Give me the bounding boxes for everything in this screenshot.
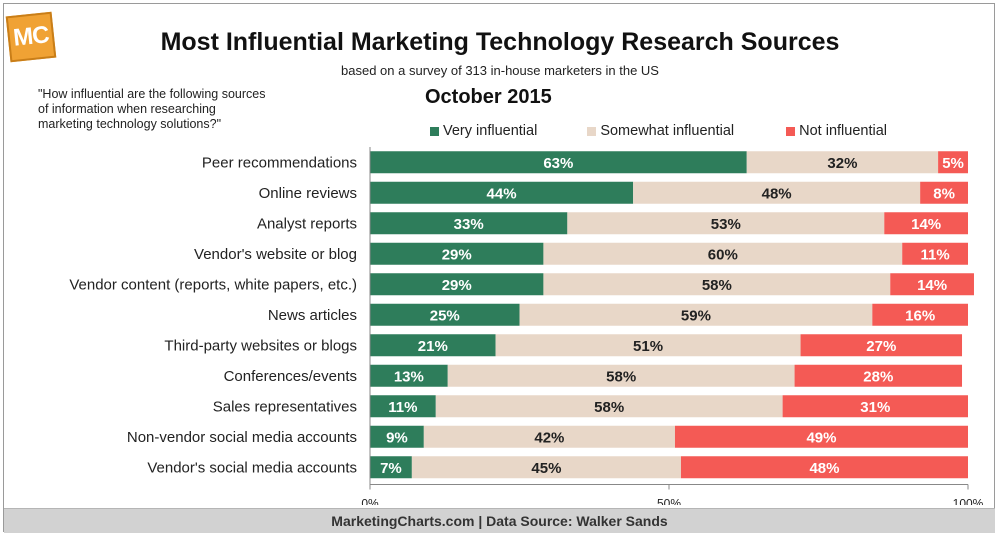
data-label-2-10: 48%	[809, 460, 839, 477]
survey-question: "How influential are the following sourc…	[38, 87, 266, 131]
bar-segment-1-4	[543, 273, 891, 296]
data-label-2-1: 8%	[933, 185, 955, 202]
bar-segment-1-9	[423, 425, 675, 448]
bar-segment-0-9	[370, 425, 424, 448]
x-tick-label-2: 100%	[953, 497, 984, 506]
bar-segment-2-5	[872, 303, 968, 326]
bar-segment-2-3	[902, 242, 968, 265]
data-label-2-2: 14%	[911, 216, 941, 233]
category-label-9: Non-vendor social media accounts	[127, 429, 357, 446]
legend-item-1: Somewhat influential	[587, 123, 734, 139]
legend-swatch-0	[430, 126, 439, 136]
legend-item-2: Not influential	[786, 123, 887, 139]
category-label-5: News articles	[268, 307, 357, 324]
bar-segment-1-5	[519, 303, 873, 326]
data-label-0-3: 29%	[442, 246, 472, 263]
chart-legend: Very influential Somewhat influential Not …	[430, 121, 887, 141]
data-label-1-8: 58%	[594, 399, 624, 416]
category-label-7: Conferences/events	[224, 368, 357, 385]
legend-item-0: Very influential	[430, 123, 537, 139]
data-label-1-6: 51%	[633, 338, 663, 355]
bar-segment-2-2	[884, 212, 968, 235]
data-label-2-0: 5%	[942, 155, 964, 172]
category-label-1: Online reviews	[259, 185, 357, 202]
bar-segment-0-1	[370, 181, 634, 204]
category-label-3: Vendor's website or blog	[194, 246, 357, 263]
bar-segment-2-7	[794, 364, 963, 387]
data-label-1-0: 32%	[827, 155, 857, 172]
stacked-bar-chart: Peer recommendations 63% 32% 5% Online revie…	[69, 147, 984, 506]
category-label-4: Vendor content (reports, white papers, e…	[69, 276, 357, 293]
legend-swatch-2	[786, 126, 796, 136]
bar-segment-2-9	[674, 425, 968, 448]
bar-segment-0-4	[370, 273, 544, 296]
bar-segment-2-6	[800, 334, 963, 357]
legend-label-0: Very influential	[443, 123, 538, 139]
data-label-0-5: 25%	[430, 307, 460, 324]
bar-segment-1-10	[411, 456, 681, 479]
data-label-0-7: 13%	[394, 368, 424, 385]
data-label-2-7: 28%	[863, 368, 893, 385]
legend-swatch-1	[587, 126, 597, 136]
data-label-2-8: 31%	[860, 399, 890, 416]
data-label-2-9: 49%	[806, 429, 836, 446]
bar-segment-0-0	[370, 151, 747, 174]
bar-segment-2-8	[782, 395, 968, 418]
bar-segment-0-6	[370, 334, 496, 357]
chart-subtitle: based on a survey of 313 in-house market…	[341, 63, 659, 78]
data-label-1-3: 60%	[708, 246, 738, 263]
data-label-0-2: 33%	[454, 216, 484, 233]
chart-title: Most Influential Marketing Technology Re…	[160, 28, 840, 56]
data-label-1-1: 48%	[762, 185, 792, 202]
bar-segment-0-3	[370, 242, 544, 265]
bar-segment-0-5	[370, 303, 520, 326]
data-label-0-1: 44%	[487, 185, 517, 202]
bar-segment-0-7	[370, 364, 448, 387]
legend-label-1: Somewhat influential	[600, 123, 735, 139]
data-label-1-4: 58%	[702, 277, 732, 294]
data-label-0-0: 63%	[543, 155, 573, 172]
data-label-1-7: 58%	[606, 368, 636, 385]
bar-segment-1-8	[435, 395, 783, 418]
data-label-2-4: 14%	[917, 277, 947, 294]
category-label-6: Third-party websites or blogs	[164, 337, 357, 354]
data-label-0-8: 11%	[388, 399, 417, 416]
data-label-1-10: 45%	[531, 460, 561, 477]
bar-segment-0-10	[370, 456, 412, 479]
data-label-1-2: 53%	[711, 216, 741, 233]
data-label-1-9: 42%	[534, 429, 564, 446]
category-label-10: Vendor's social media accounts	[147, 459, 357, 476]
data-label-0-6: 21%	[418, 338, 448, 355]
bar-segment-1-2	[567, 212, 885, 235]
category-label-8: Sales representatives	[213, 398, 357, 415]
data-label-1-5: 59%	[681, 307, 711, 324]
legend-label-2: Not influential	[799, 123, 887, 139]
bar-segment-2-4	[890, 273, 974, 296]
survey-period: October 2015	[425, 86, 552, 108]
bar-segment-1-1	[633, 181, 921, 204]
bar-segment-2-10	[680, 456, 968, 479]
category-label-2: Analyst reports	[257, 215, 357, 232]
data-label-0-10: 7%	[380, 460, 402, 477]
bar-segment-1-3	[543, 242, 903, 265]
bar-segment-2-0	[938, 151, 968, 174]
category-label-0: Peer recommendations	[202, 154, 357, 171]
data-label-0-4: 29%	[442, 277, 472, 294]
data-label-2-6: 27%	[866, 338, 896, 355]
data-label-2-3: 11%	[921, 246, 950, 263]
bar-segment-1-7	[447, 364, 795, 387]
x-tick-label-0: 0%	[361, 497, 379, 506]
source-footer: MarketingCharts.com | Data Source: Walke…	[4, 508, 995, 533]
x-tick-label-1: 50%	[657, 497, 681, 506]
bar-segment-0-8	[370, 395, 436, 418]
data-label-2-5: 16%	[905, 307, 935, 324]
bar-segment-0-2	[370, 212, 568, 235]
bar-segment-1-0	[746, 151, 939, 174]
data-label-0-9: 9%	[386, 429, 408, 446]
bar-segment-1-6	[495, 334, 801, 357]
bar-segment-2-1	[920, 181, 968, 204]
